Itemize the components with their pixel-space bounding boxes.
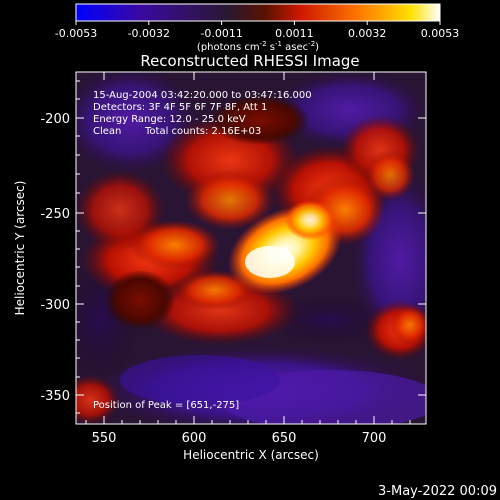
x-tick-label: 650: [272, 431, 297, 446]
x-axis-label: Heliocentric X (arcsec): [183, 448, 319, 462]
y-tick-label: -350: [40, 389, 70, 404]
footer-date: 3-May-2022 00:09: [378, 484, 497, 499]
clean-label: Clean: [93, 126, 121, 137]
colorbar-tick-label: 0.0011: [275, 27, 314, 40]
x-axis-ticks: [85, 72, 411, 424]
colorbar-tick-label: -0.0032: [128, 27, 170, 40]
x-tick-label: 700: [362, 431, 387, 446]
colorbar-tick-label: 0.0032: [348, 27, 387, 40]
colorbar-gradient: [75, 3, 441, 22]
plot-frame: [75, 71, 427, 425]
energy-range-text: Energy Range: 12.0 - 25.0 keV: [93, 114, 246, 125]
info-overlay: 15-Aug-2004 03:42:20.000 to 03:47:16.000…: [93, 90, 312, 411]
detectors-text: Detectors: 3F 4F 5F 6F 7F 8F, Att 1: [93, 102, 267, 113]
y-tick-label: -250: [40, 207, 70, 222]
total-counts-text: Total counts: 2.16E+03: [144, 126, 261, 137]
y-axis-label: Heliocentric Y (arcsec): [13, 181, 27, 316]
plot-title: Reconstructed RHESSI Image: [140, 52, 360, 70]
colorbar-tick-label: -0.0011: [200, 27, 242, 40]
x-tick-label: 600: [182, 431, 207, 446]
y-tick-label: -200: [40, 112, 70, 127]
time-range-text: 15-Aug-2004 03:42:20.000 to 03:47:16.000: [93, 90, 312, 101]
colorbar-units: (photons cm-2 s-1 asec-2): [197, 40, 319, 53]
colorbar-tick-label: -0.0053: [55, 27, 97, 40]
y-tick-label: -300: [40, 298, 70, 313]
x-tick-label: 550: [92, 431, 117, 446]
image-map: [76, 72, 426, 424]
y-axis-ticks: [76, 80, 426, 414]
peak-position-text: Position of Peak = [651,-275]: [93, 400, 239, 411]
colorbar: -0.0053 -0.0032 -0.0011 0.0011 0.0032 0.…: [55, 3, 460, 53]
colorbar-tick-label: 0.0053: [421, 27, 460, 40]
